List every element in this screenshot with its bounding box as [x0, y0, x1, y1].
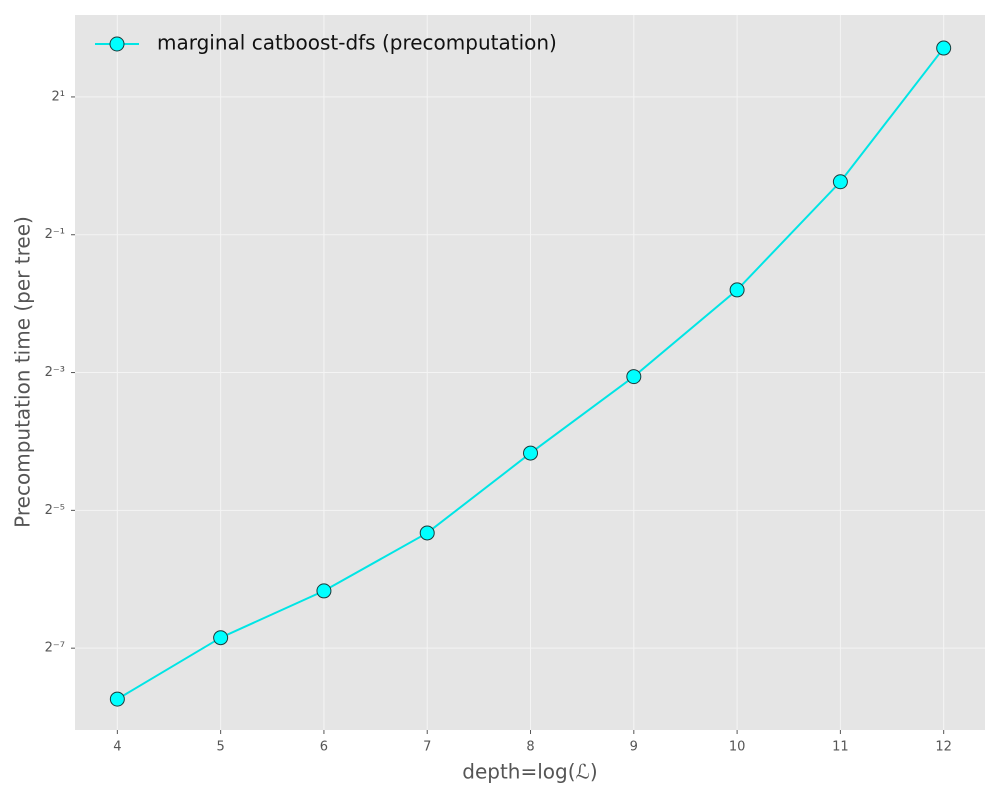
- x-tick-label: 11: [832, 740, 849, 755]
- point: [832, 174, 848, 190]
- point: [626, 369, 642, 385]
- y-tick-label: 2¹: [52, 89, 65, 104]
- legend-marker: [109, 36, 125, 52]
- point: [729, 282, 745, 298]
- x-tick-label: 4: [113, 740, 121, 755]
- legend-label: marginal catboost-dfs (precomputation): [157, 31, 557, 55]
- y-axis-label: Precomputation time (per tree): [11, 216, 35, 528]
- x-tick-label: 6: [320, 740, 328, 755]
- x-axis-label: depth=log(ℒ): [462, 760, 597, 784]
- point: [213, 630, 229, 646]
- point: [316, 583, 332, 599]
- point: [523, 445, 539, 461]
- x-tick-label: 5: [217, 740, 225, 755]
- x-tick-label: 7: [423, 740, 431, 755]
- point: [936, 40, 952, 56]
- x-tick-label: 9: [630, 740, 638, 755]
- x-tick-label: 12: [935, 740, 952, 755]
- y-tick-label: 2⁻³: [45, 365, 65, 380]
- y-tick-label: 2⁻⁵: [45, 503, 65, 518]
- x-tick-label: 8: [526, 740, 534, 755]
- x-tick-label: 10: [729, 740, 746, 755]
- y-tick-label: 2⁻¹: [45, 227, 65, 242]
- y-tick-label: 2⁻⁷: [45, 641, 65, 656]
- point: [109, 691, 125, 707]
- point: [419, 525, 435, 541]
